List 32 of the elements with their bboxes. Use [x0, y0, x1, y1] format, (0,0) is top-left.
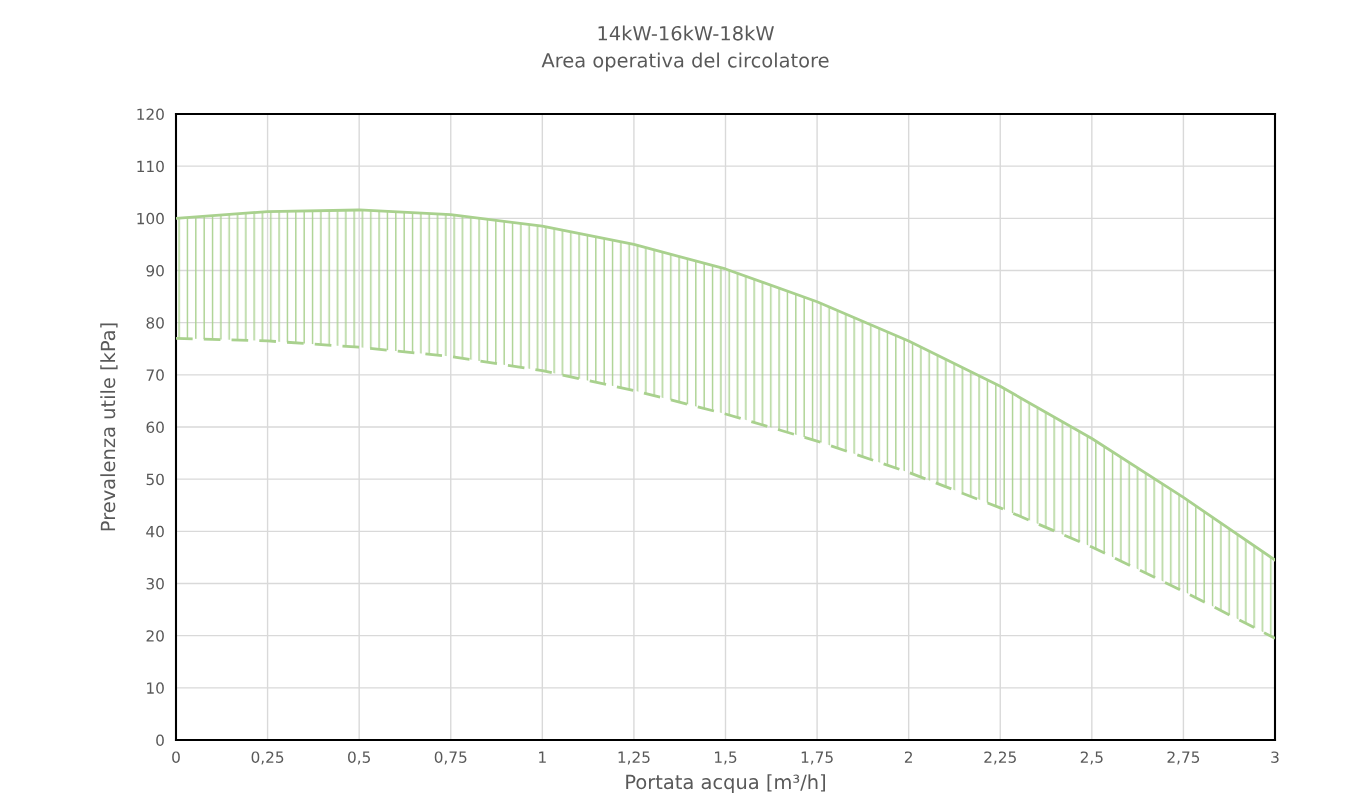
chart-title: 14kW-16kW-18kW [598, 25, 774, 41]
x-tick-label: 1,25 [618, 751, 650, 765]
x-tick-label: 3 [1271, 751, 1279, 763]
y-tick-label: 120 [137, 108, 164, 121]
y-tick-label: 100 [137, 212, 164, 225]
y-tick-label: 60 [146, 421, 164, 434]
y-tick-label: 10 [147, 682, 164, 694]
x-tick-label: 2,5 [1080, 751, 1103, 765]
y-tick-label: 50 [146, 473, 164, 486]
y-tick-label: 20 [146, 630, 164, 642]
x-tick-label: 1 [539, 751, 546, 763]
y-tick-label: 110 [137, 160, 164, 173]
x-tick-label: 2,25 [984, 751, 1016, 765]
x-tick-label: 0 [172, 751, 180, 763]
x-tick-label: 2 [904, 751, 912, 763]
chart-subtitle: Area operativa del circolatore [541, 52, 829, 72]
y-tick-label: 40 [146, 525, 164, 538]
y-tick-label: 80 [146, 317, 164, 329]
x-tick-label: 1,75 [801, 751, 833, 765]
x-tick-label: 2,75 [1167, 751, 1200, 765]
y-tick-label: 90 [146, 264, 164, 277]
y-axis-title: Prevalenza utile [kPa] [100, 323, 118, 531]
x-tick-label: 0,25 [251, 751, 284, 765]
y-tick-label: 0 [156, 734, 164, 747]
y-tick-label: 70 [146, 369, 164, 381]
y-tick-label: 30 [146, 577, 164, 590]
x-tick-label: 1,5 [715, 751, 737, 765]
line-series [176, 336, 1275, 640]
x-tick-label: 0,75 [434, 751, 467, 765]
line-series [176, 208, 1275, 562]
x-axis-title: Portata acqua [m³/h] [626, 774, 825, 794]
x-tick-label: 0,5 [348, 751, 370, 765]
